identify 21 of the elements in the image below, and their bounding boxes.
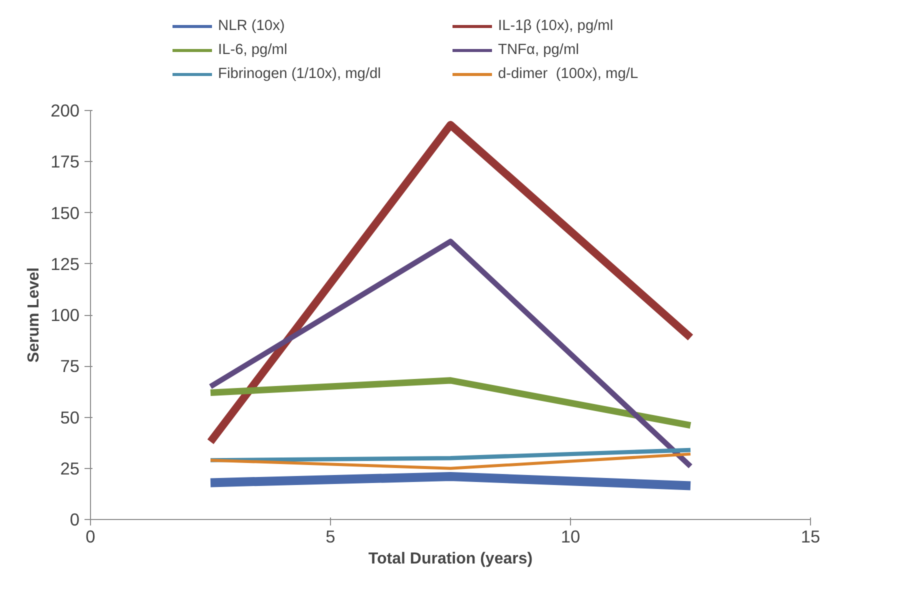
legend-label: Fibrinogen (1/10x), mg/dl bbox=[218, 66, 382, 82]
legend-label: d-dimer (100x), mg/L bbox=[498, 66, 640, 82]
y-tick-label: 100 bbox=[50, 305, 80, 325]
y-tick-label: 150 bbox=[50, 202, 80, 223]
legend-label: NLR (10x) bbox=[218, 18, 286, 34]
legend-label: TNFα, pg/ml bbox=[498, 42, 580, 58]
y-tick-label: 25 bbox=[60, 458, 80, 478]
y-tick-label: 125 bbox=[50, 254, 80, 274]
x-tick-label: 5 bbox=[326, 526, 336, 546]
x-axis-title: Total Duration (years) bbox=[368, 550, 533, 568]
y-tick-label: 50 bbox=[60, 407, 80, 428]
legend-label: IL-6, pg/ml bbox=[218, 42, 288, 58]
x-tick-label: 15 bbox=[800, 526, 820, 546]
y-tick-label: 0 bbox=[70, 510, 80, 530]
y-tick-label: 75 bbox=[60, 356, 80, 376]
y-axis-title: Serum Level bbox=[26, 267, 43, 363]
y-tick-label: 175 bbox=[50, 152, 80, 172]
legend-label: IL-1β (10x), pg/ml bbox=[498, 18, 614, 34]
x-tick-label: 10 bbox=[560, 526, 580, 546]
y-tick-label: 200 bbox=[50, 100, 80, 120]
x-tick-label: 0 bbox=[86, 526, 96, 546]
